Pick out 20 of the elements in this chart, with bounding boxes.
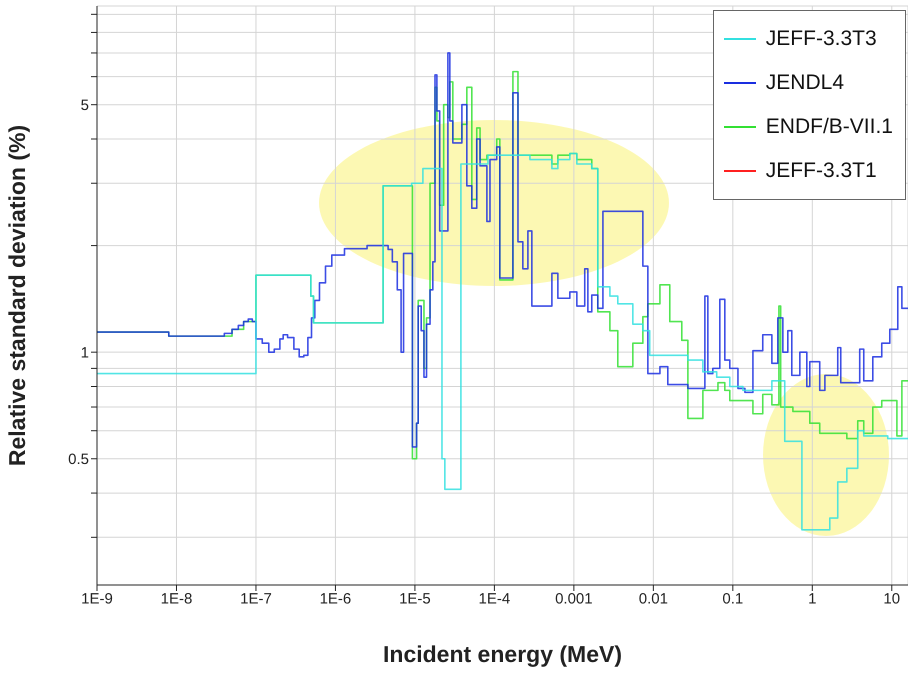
x-tick-label: 1E-9 <box>81 590 113 608</box>
x-tick-label: 0.001 <box>555 590 593 608</box>
x-tick-label: 1E-5 <box>399 590 431 608</box>
y-axis-title: Relative standard deviation (%) <box>4 124 30 466</box>
y-tick-label: 0.5 <box>68 451 89 468</box>
x-tick-label: 1E-6 <box>320 590 352 608</box>
legend-label: JEFF-3.3T3 <box>766 27 877 51</box>
legend-label: ENDF/B-VII.1 <box>766 115 893 139</box>
x-tick-label: 0.1 <box>722 590 744 608</box>
legend-label: JENDL4 <box>766 71 844 95</box>
x-tick-label: 1E-8 <box>160 590 192 608</box>
x-tick-label: 10 <box>883 590 900 608</box>
x-tick-label: 1E-7 <box>240 590 272 608</box>
x-tick-label: 1E-4 <box>478 590 510 608</box>
legend-label: JEFF-3.3T1 <box>766 159 877 183</box>
y-tick-label: 1 <box>80 344 89 362</box>
x-tick-label: 1 <box>808 590 816 608</box>
y-tick-label: 5 <box>80 97 89 114</box>
x-axis-title: Incident energy (MeV) <box>383 641 622 667</box>
x-tick-label: 0.01 <box>638 590 668 608</box>
